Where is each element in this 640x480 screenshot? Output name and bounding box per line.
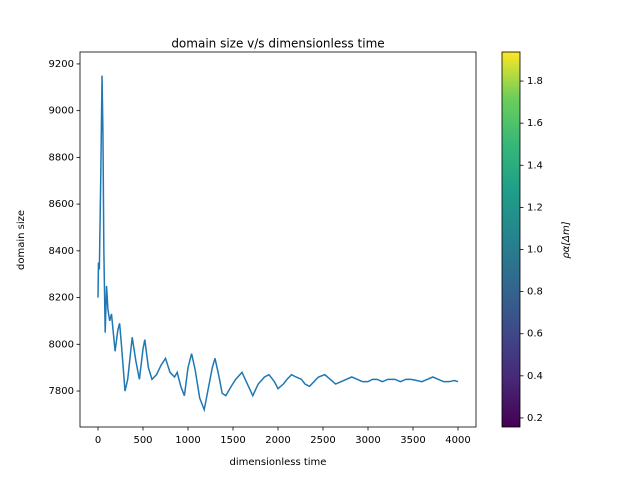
colorbar-tick-label: 1.8 xyxy=(527,76,543,87)
y-tick-label: 8200 xyxy=(49,293,74,304)
colorbar-tick-label: 0.4 xyxy=(527,371,543,382)
colorbar-tick-label: 1.0 xyxy=(527,245,543,256)
x-tick-label: 0 xyxy=(95,435,101,446)
colorbar-tick-label: 1.4 xyxy=(527,160,543,171)
y-tick-label: 9200 xyxy=(49,59,74,70)
colorbar-label: ρα[Δm] xyxy=(561,221,572,258)
y-tick-label: 8400 xyxy=(49,246,74,257)
x-tick-label: 1500 xyxy=(220,435,245,446)
colorbar-tick-label: 0.2 xyxy=(527,413,543,424)
y-tick-label: 8000 xyxy=(49,339,74,350)
y-tick-label: 9000 xyxy=(49,106,74,117)
x-tick-label: 3000 xyxy=(355,435,380,446)
y-tick-label: 8600 xyxy=(49,199,74,210)
x-tick-label: 2500 xyxy=(310,435,335,446)
colorbar xyxy=(502,52,520,427)
x-tick-label: 1000 xyxy=(175,435,200,446)
x-tick-label: 2000 xyxy=(265,435,290,446)
colorbar-tick-label: 0.8 xyxy=(527,287,543,298)
chart-title: domain size v/s dimensionless time xyxy=(171,37,384,51)
x-tick-label: 3500 xyxy=(400,435,425,446)
plot-frame xyxy=(79,51,477,428)
y-axis-label: domain size xyxy=(16,210,27,270)
y-tick-label: 8800 xyxy=(49,152,74,163)
data-line xyxy=(97,75,459,413)
colorbar-tick-label: 1.6 xyxy=(527,118,543,129)
x-tick-label: 4000 xyxy=(445,435,470,446)
y-tick-label: 7800 xyxy=(49,386,74,397)
x-tick-label: 500 xyxy=(133,435,152,446)
colorbar-tick-label: 0.6 xyxy=(527,329,543,340)
colorbar-frame xyxy=(501,51,521,428)
colorbar-tick-label: 1.2 xyxy=(527,202,543,213)
x-axis-label: dimensionless time xyxy=(230,457,327,468)
